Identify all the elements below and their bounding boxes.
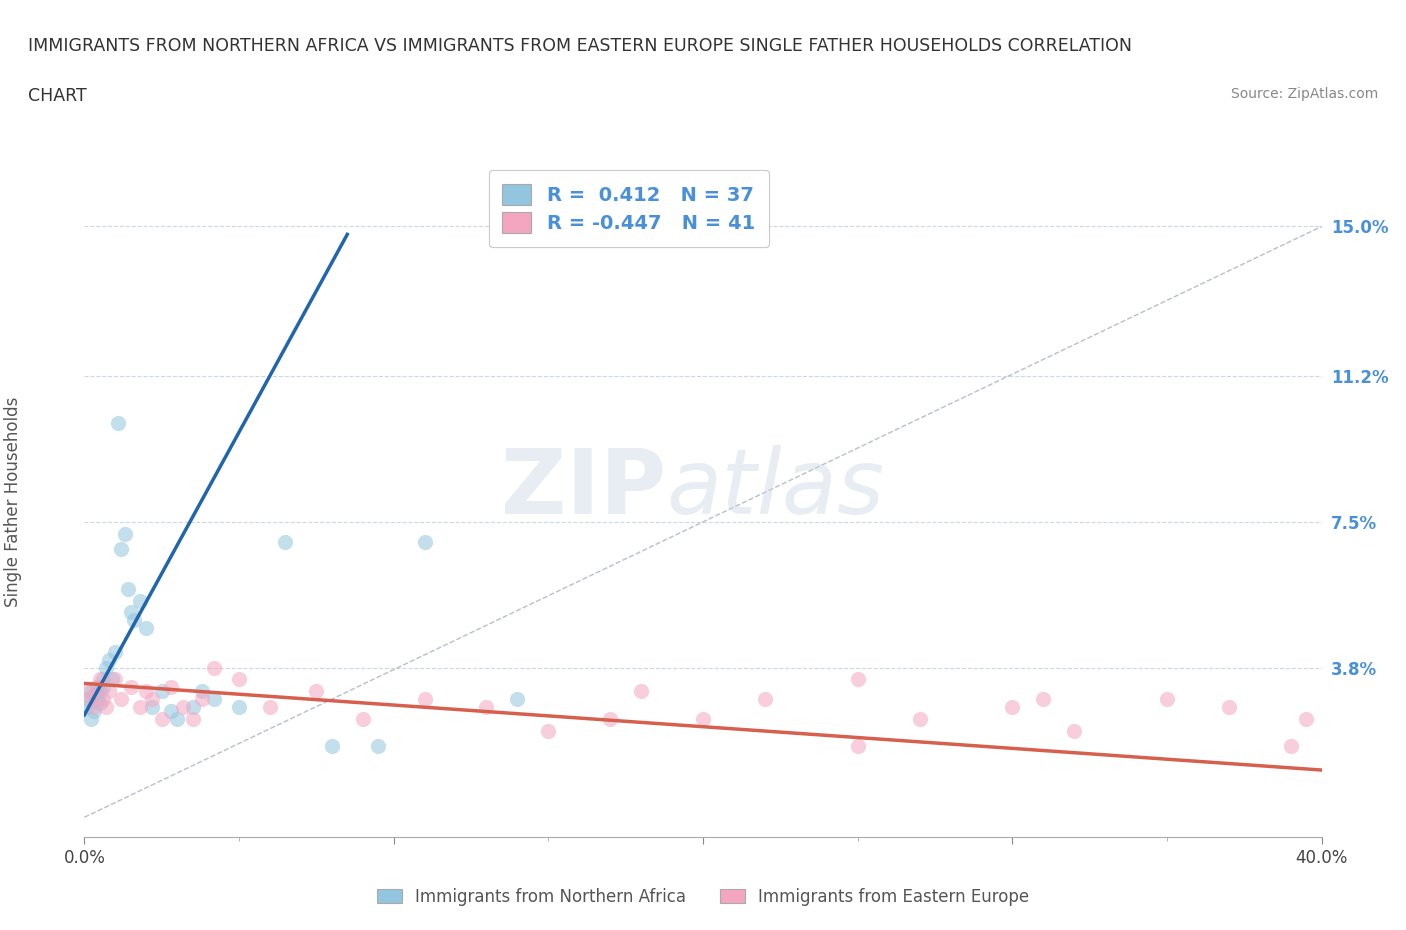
- Point: [1156, 692, 1178, 707]
- Point: [76, 684, 98, 698]
- Point: [79, 684, 101, 698]
- Point: [114, 526, 136, 541]
- Point: [107, 416, 129, 431]
- Point: [86, 680, 108, 695]
- Point: [150, 684, 173, 698]
- Point: [89, 672, 111, 687]
- Point: [91, 692, 114, 707]
- Point: [537, 724, 560, 738]
- Point: [160, 680, 183, 695]
- Point: [79, 711, 101, 726]
- Text: Source: ZipAtlas.com: Source: ZipAtlas.com: [1230, 87, 1378, 101]
- Point: [202, 692, 225, 707]
- Point: [98, 652, 121, 667]
- Point: [110, 542, 132, 557]
- Point: [413, 534, 436, 549]
- Point: [181, 711, 204, 726]
- Point: [129, 699, 152, 714]
- Point: [86, 692, 108, 707]
- Point: [191, 684, 214, 698]
- Point: [259, 699, 281, 714]
- Point: [76, 699, 98, 714]
- Point: [692, 711, 714, 726]
- Point: [1063, 724, 1085, 738]
- Point: [202, 660, 225, 675]
- Point: [98, 684, 121, 698]
- Point: [846, 672, 869, 687]
- Point: [352, 711, 374, 726]
- Point: [76, 692, 98, 707]
- Point: [89, 684, 111, 698]
- Point: [321, 739, 343, 754]
- Point: [104, 644, 127, 659]
- Point: [101, 672, 124, 687]
- Point: [129, 593, 152, 608]
- Point: [228, 672, 250, 687]
- Point: [181, 699, 204, 714]
- Point: [305, 684, 328, 698]
- Point: [908, 711, 931, 726]
- Point: [79, 692, 101, 707]
- Point: [83, 699, 105, 714]
- Point: [120, 605, 142, 620]
- Point: [141, 692, 163, 707]
- Point: [846, 739, 869, 754]
- Point: [367, 739, 389, 754]
- Point: [475, 699, 498, 714]
- Text: ZIP: ZIP: [501, 445, 666, 533]
- Point: [413, 692, 436, 707]
- Point: [228, 699, 250, 714]
- Point: [599, 711, 621, 726]
- Point: [172, 699, 194, 714]
- Point: [86, 680, 108, 695]
- Point: [104, 672, 127, 687]
- Point: [274, 534, 297, 549]
- Point: [150, 711, 173, 726]
- Point: [1218, 699, 1240, 714]
- Y-axis label: Single Father Households: Single Father Households: [4, 397, 22, 607]
- Point: [630, 684, 652, 698]
- Legend: Immigrants from Northern Africa, Immigrants from Eastern Europe: Immigrants from Northern Africa, Immigra…: [370, 881, 1036, 912]
- Point: [94, 699, 117, 714]
- Point: [122, 613, 145, 628]
- Point: [1279, 739, 1302, 754]
- Point: [117, 581, 139, 596]
- Point: [135, 684, 157, 698]
- Legend: R =  0.412   N = 37, R = -0.447   N = 41: R = 0.412 N = 37, R = -0.447 N = 41: [489, 170, 769, 246]
- Point: [89, 696, 111, 711]
- Point: [191, 692, 214, 707]
- Point: [83, 703, 105, 718]
- Text: atlas: atlas: [666, 445, 884, 533]
- Text: IMMIGRANTS FROM NORTHERN AFRICA VS IMMIGRANTS FROM EASTERN EUROPE SINGLE FATHER : IMMIGRANTS FROM NORTHERN AFRICA VS IMMIG…: [28, 37, 1132, 55]
- Point: [91, 680, 114, 695]
- Point: [83, 688, 105, 703]
- Point: [754, 692, 776, 707]
- Point: [94, 660, 117, 675]
- Point: [506, 692, 529, 707]
- Point: [120, 680, 142, 695]
- Point: [135, 621, 157, 636]
- Point: [166, 711, 188, 726]
- Point: [1001, 699, 1024, 714]
- Point: [160, 703, 183, 718]
- Point: [141, 699, 163, 714]
- Point: [1032, 692, 1054, 707]
- Point: [110, 692, 132, 707]
- Text: CHART: CHART: [28, 87, 87, 105]
- Point: [91, 672, 114, 687]
- Point: [1295, 711, 1317, 726]
